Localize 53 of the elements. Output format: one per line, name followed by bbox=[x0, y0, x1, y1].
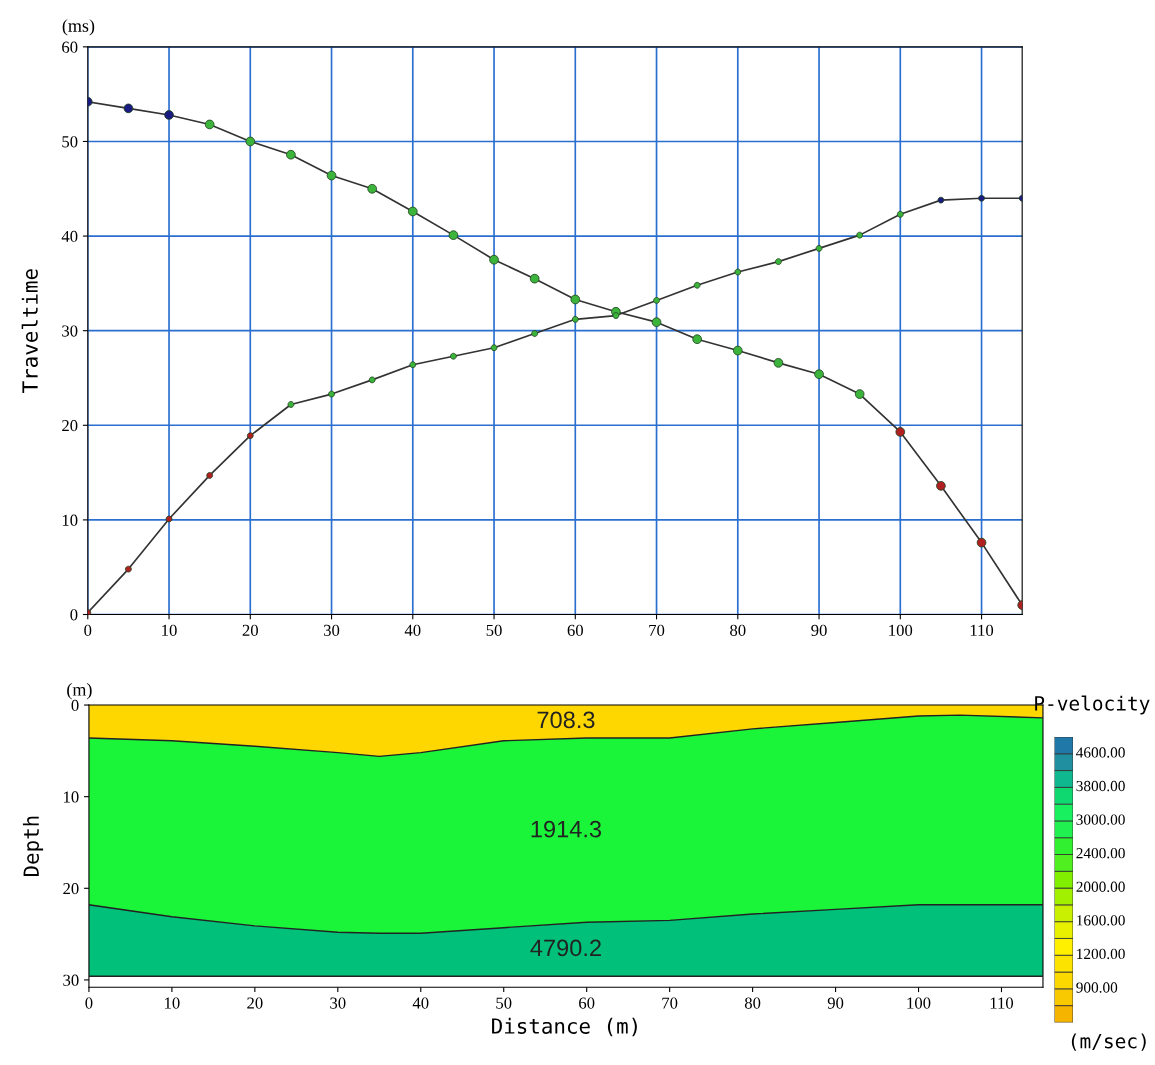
annotation: 1914.3 bbox=[531, 820, 602, 838]
x-tick-label: 10 bbox=[165, 997, 180, 1009]
x-tick-label: 110 bbox=[970, 624, 994, 636]
y-tick-label: 0 bbox=[70, 609, 78, 621]
x-tick-label: 70 bbox=[649, 624, 665, 636]
x-tick-label: 20 bbox=[242, 624, 258, 636]
x-tick-label: 60 bbox=[579, 997, 595, 1009]
y-tick-label: 20 bbox=[63, 882, 79, 895]
x-tick-label: 80 bbox=[744, 997, 761, 1009]
x-tick-label: 30 bbox=[324, 624, 340, 636]
x-tick-label: 90 bbox=[827, 997, 844, 1009]
y-tick-label: 10 bbox=[64, 791, 79, 803]
x-tick-label: 10 bbox=[162, 624, 177, 636]
y-tick-label: 50 bbox=[62, 136, 78, 148]
y-axis-title: Traveltime bbox=[21, 269, 38, 393]
text: 2400.00 bbox=[1076, 848, 1125, 859]
x-tick-label: 50 bbox=[496, 997, 512, 1009]
y-tick-label: 40 bbox=[61, 230, 78, 243]
text: 1200.00 bbox=[1077, 948, 1125, 960]
x-tick-label: 80 bbox=[730, 624, 746, 636]
y-tick-label: 10 bbox=[62, 514, 78, 526]
x-tick-label: 100 bbox=[907, 997, 931, 1009]
x-tick-label: 100 bbox=[889, 624, 913, 636]
text: (ms) bbox=[62, 19, 95, 36]
x-tick-label: 110 bbox=[990, 997, 1014, 1009]
x-tick-label: 70 bbox=[662, 997, 678, 1009]
x-tick-label: 60 bbox=[567, 624, 583, 636]
y-tick-label: 60 bbox=[62, 41, 78, 53]
text: (m) bbox=[67, 683, 92, 700]
text: 2000.00 bbox=[1076, 881, 1125, 892]
x-axis-title: Distance (m) bbox=[492, 1017, 637, 1037]
x-tick-label: 90 bbox=[811, 624, 827, 636]
text: 3000.00 bbox=[1076, 814, 1125, 825]
y-tick-label: 20 bbox=[62, 419, 78, 432]
x-tick-label: 40 bbox=[412, 997, 429, 1009]
text: (m/sec) bbox=[1071, 1033, 1146, 1051]
annotation: 708.3 bbox=[537, 711, 595, 729]
annotation: 4790.2 bbox=[530, 939, 601, 957]
color-bar-title: P-velocity bbox=[1035, 695, 1150, 715]
text: 4600.00 bbox=[1076, 747, 1125, 758]
x-tick-label: 0 bbox=[84, 624, 92, 636]
y-tick-label: 30 bbox=[62, 325, 78, 337]
text: 3800.00 bbox=[1076, 780, 1125, 792]
text: 1600.00 bbox=[1077, 915, 1125, 926]
x-tick-label: 0 bbox=[85, 997, 93, 1009]
text: 900.00 bbox=[1076, 982, 1118, 993]
y-tick-label: 30 bbox=[63, 974, 79, 986]
x-tick-label: 20 bbox=[247, 997, 263, 1009]
x-tick-label: 30 bbox=[330, 997, 346, 1009]
y-tick-label: 0 bbox=[71, 699, 79, 711]
x-tick-label: 50 bbox=[486, 624, 502, 636]
y-axis-title: Depth bbox=[22, 816, 44, 877]
x-tick-label: 40 bbox=[404, 624, 421, 636]
